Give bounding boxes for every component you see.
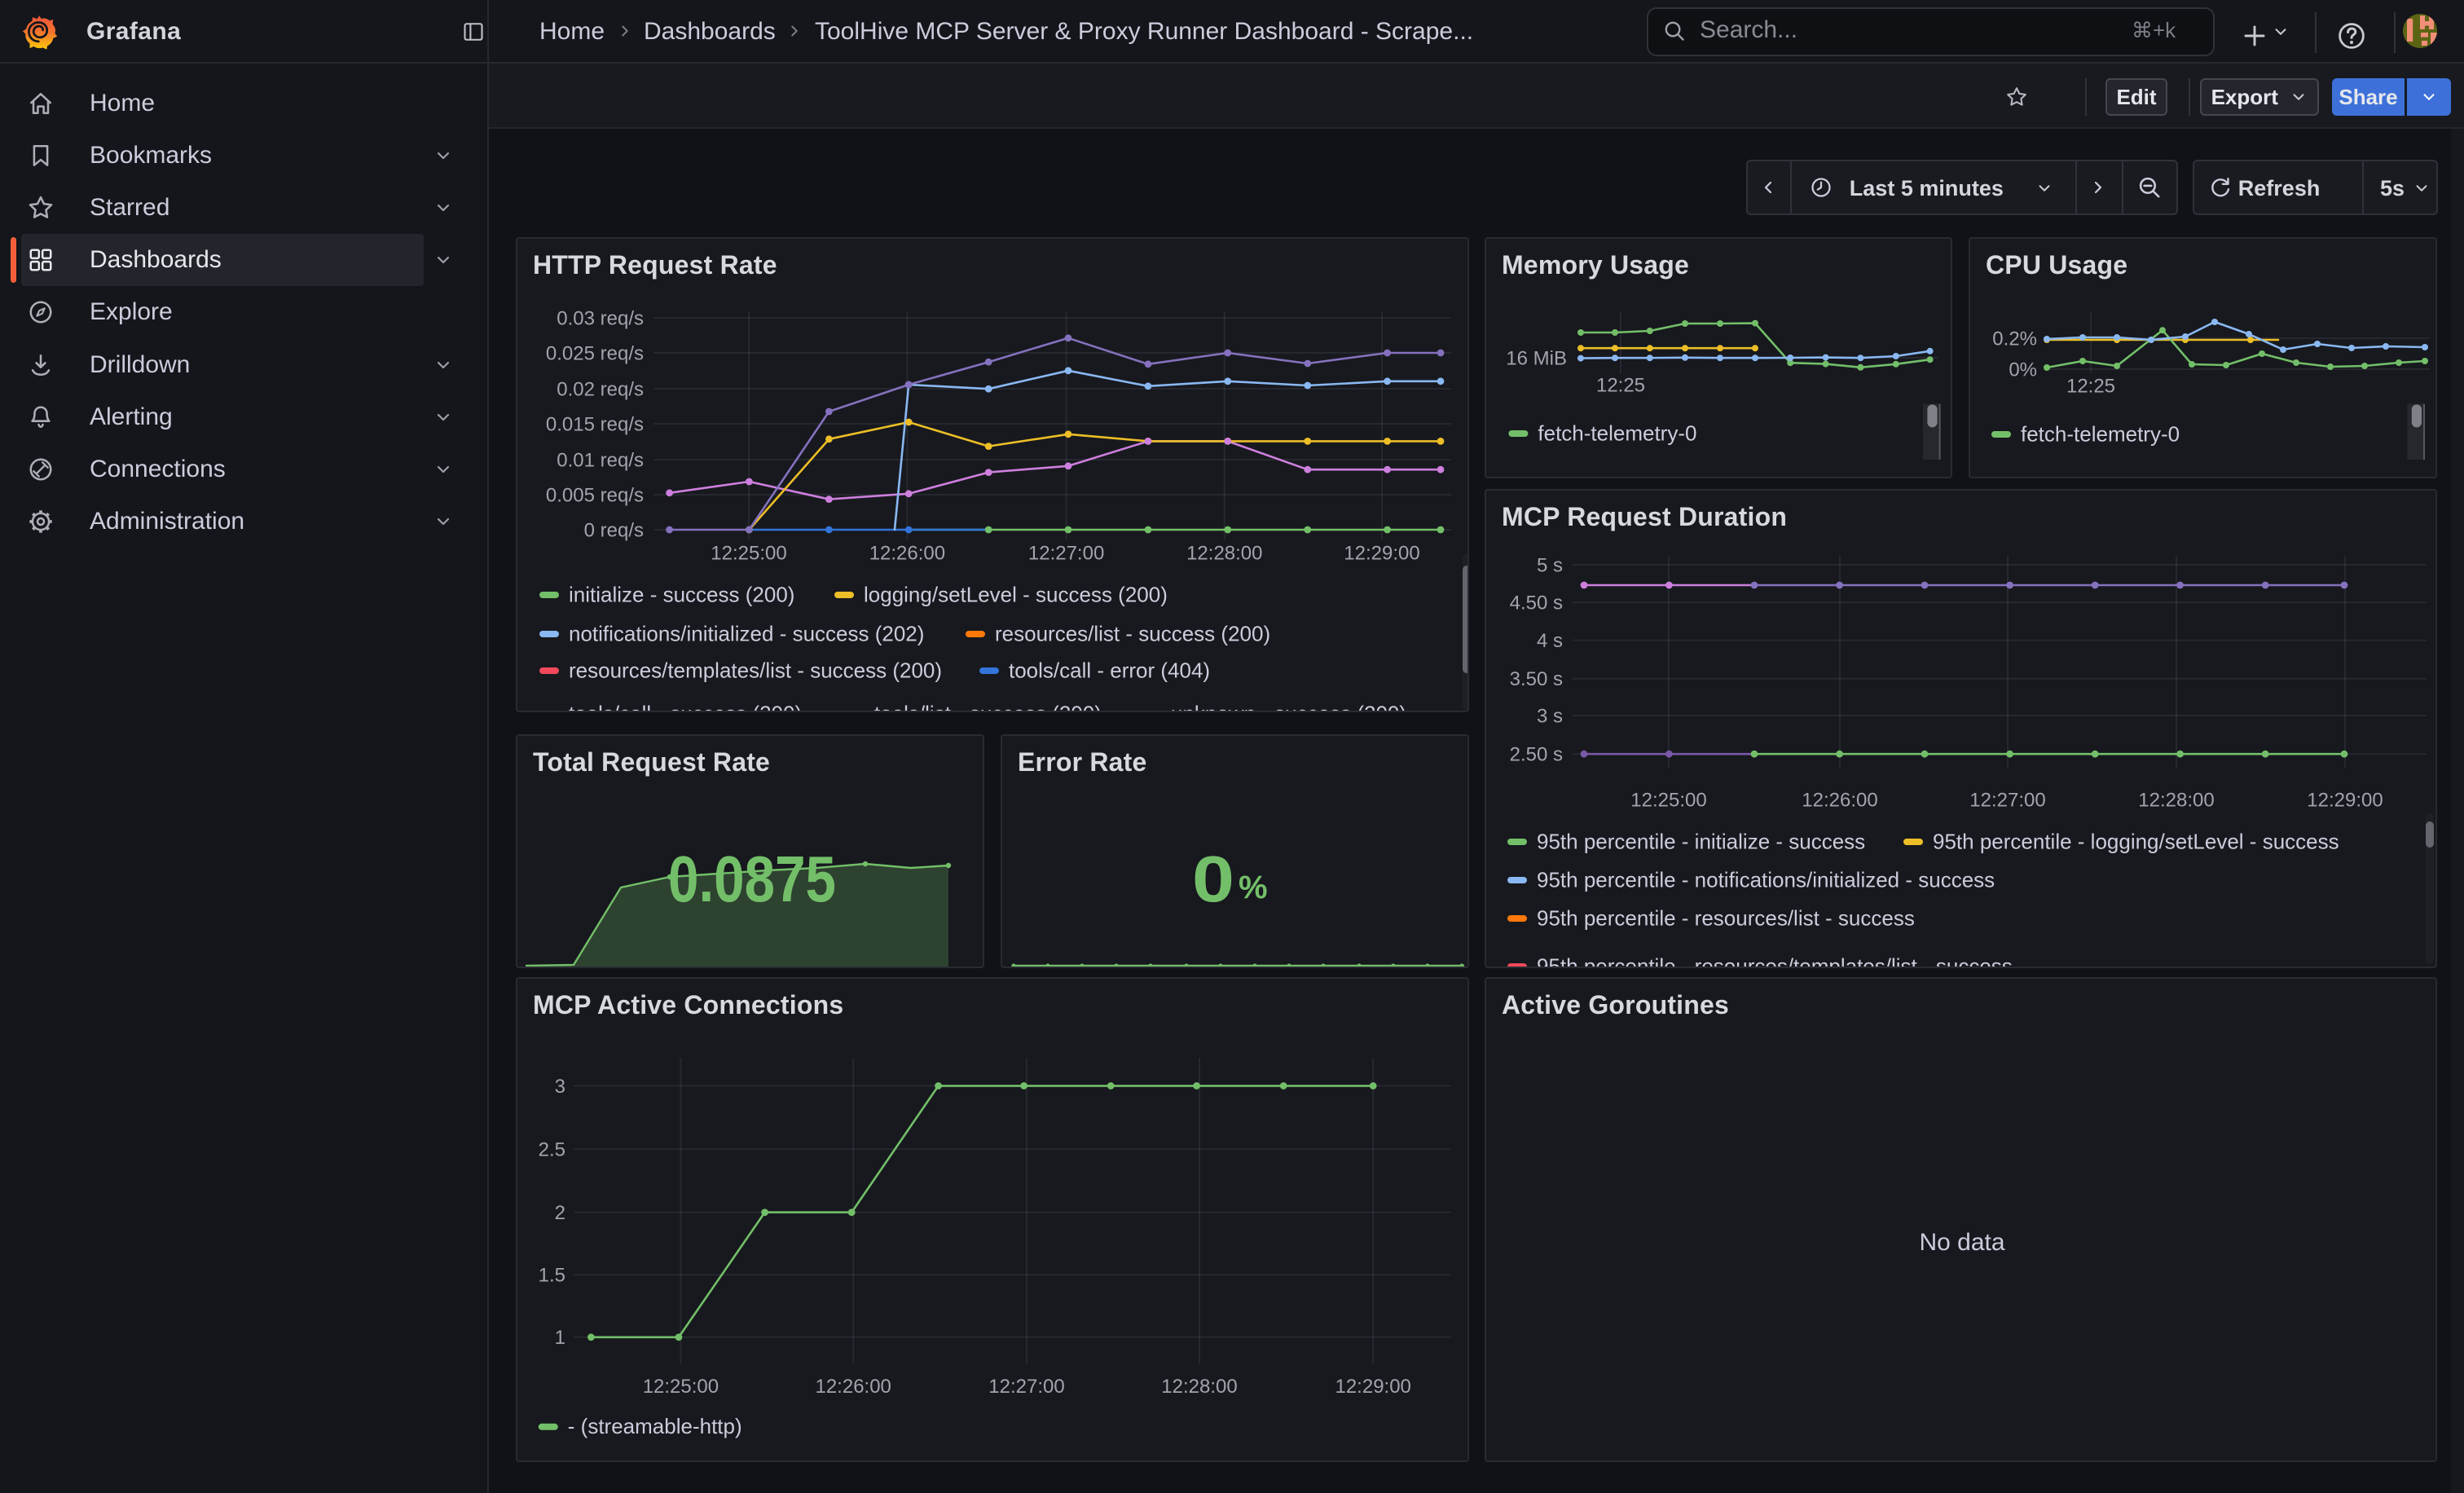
svg-text:95th percentile - resources/te: 95th percentile - resources/templates/li… (1537, 953, 2013, 968)
svg-text:12:28:00: 12:28:00 (2138, 789, 2214, 811)
svg-text:12:25:00: 12:25:00 (1630, 789, 1706, 811)
svg-text:95th percentile - logging/setL: 95th percentile - logging/setLevel - suc… (1933, 829, 2339, 853)
svg-text:1.5: 1.5 (539, 1265, 565, 1287)
svg-text:12:29:00: 12:29:00 (1344, 542, 1419, 564)
svg-text:16 MiB: 16 MiB (1506, 347, 1567, 369)
svg-text:%: % (1239, 870, 1268, 905)
svg-text:12:28:00: 12:28:00 (1186, 542, 1262, 564)
svg-text:12:27:00: 12:27:00 (988, 1376, 1064, 1398)
svg-text:fetch-telemetry-0: fetch-telemetry-0 (2021, 421, 2180, 446)
svg-text:12:29:00: 12:29:00 (1335, 1376, 1410, 1398)
svg-text:0.0875: 0.0875 (668, 843, 836, 915)
svg-text:tools/list - success (200): tools/list - success (200) (874, 701, 1102, 712)
svg-text:0.015 req/s: 0.015 req/s (546, 413, 644, 435)
svg-text:0.2%: 0.2% (1992, 328, 2037, 350)
svg-text:95th percentile - notification: 95th percentile - notifications/initiali… (1537, 867, 1995, 892)
svg-text:2: 2 (555, 1202, 565, 1224)
svg-text:3 s: 3 s (1537, 705, 1563, 727)
svg-text:12:25:00: 12:25:00 (643, 1376, 719, 1398)
svg-text:0.01 req/s: 0.01 req/s (557, 449, 644, 471)
svg-text:4 s: 4 s (1537, 630, 1563, 652)
svg-text:4.50 s: 4.50 s (1510, 592, 1563, 614)
svg-text:notifications/initialized - su: notifications/initialized - success (202… (569, 621, 924, 645)
svg-text:95th percentile - initialize -: 95th percentile - initialize - success (1537, 829, 1865, 853)
svg-text:12:26:00: 12:26:00 (869, 542, 945, 564)
svg-text:0 req/s: 0 req/s (584, 519, 644, 541)
svg-text:3.50 s: 3.50 s (1510, 668, 1563, 690)
svg-text:1: 1 (555, 1327, 565, 1349)
svg-text:0.03 req/s: 0.03 req/s (557, 307, 644, 329)
svg-text:12:26:00: 12:26:00 (815, 1376, 891, 1398)
svg-text:0.02 req/s: 0.02 req/s (557, 378, 644, 400)
svg-text:0.025 req/s: 0.025 req/s (546, 342, 644, 364)
svg-text:fetch-telemetry-0: fetch-telemetry-0 (1538, 421, 1696, 445)
svg-text:0%: 0% (2009, 359, 2037, 381)
svg-text:12:25:00: 12:25:00 (711, 542, 786, 564)
svg-text:12:27:00: 12:27:00 (1028, 542, 1104, 564)
svg-text:0.005 req/s: 0.005 req/s (546, 484, 644, 506)
svg-text:12:26:00: 12:26:00 (1802, 789, 1877, 811)
svg-text:tools/call - error (404): tools/call - error (404) (1009, 658, 1210, 682)
svg-text:12:25: 12:25 (2066, 375, 2115, 397)
svg-text:resources/templates/list - suc: resources/templates/list - success (200) (569, 658, 942, 682)
svg-text:resources/list - success (200): resources/list - success (200) (995, 621, 1270, 645)
svg-text:0: 0 (1192, 843, 1234, 915)
svg-text:No data: No data (1919, 1229, 2004, 1256)
svg-text:12:29:00: 12:29:00 (2307, 789, 2383, 811)
svg-text:95th percentile - resources/li: 95th percentile - resources/list - succe… (1537, 905, 1915, 930)
svg-text:initialize - success (200): initialize - success (200) (569, 582, 794, 606)
svg-text:3: 3 (555, 1076, 565, 1098)
svg-text:12:27:00: 12:27:00 (1969, 789, 2045, 811)
svg-text:5 s: 5 s (1537, 554, 1563, 576)
svg-text:logging/setLevel - success (20: logging/setLevel - success (200) (864, 582, 1168, 606)
svg-text:12:28:00: 12:28:00 (1161, 1376, 1237, 1398)
svg-text:12:25: 12:25 (1596, 374, 1645, 396)
svg-text:unknown - success (200): unknown - success (200) (1171, 701, 1406, 712)
svg-text:tools/call - success (200): tools/call - success (200) (569, 701, 802, 712)
svg-text:2.5: 2.5 (539, 1138, 565, 1160)
svg-text:- (streamable-http): - (streamable-http) (568, 1414, 742, 1438)
svg-text:2.50 s: 2.50 s (1510, 744, 1563, 766)
